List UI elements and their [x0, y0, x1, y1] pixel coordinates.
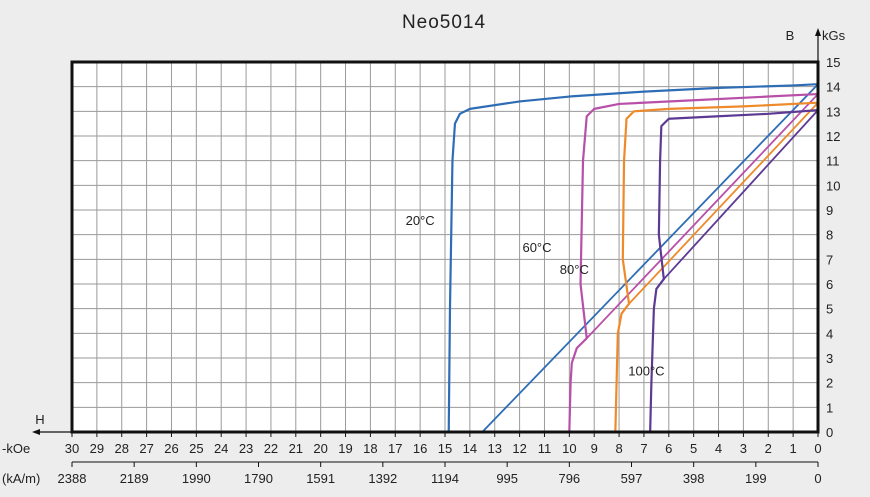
- x-tick-label-kam: 796: [558, 471, 580, 486]
- y-tick-label: 7: [826, 252, 833, 267]
- x-tick-label-koe: 0: [814, 441, 821, 456]
- demag-curve: [568, 92, 819, 433]
- x-tick-label-koe: 10: [562, 441, 576, 456]
- x-tick-label-koe: 23: [239, 441, 253, 456]
- x-tick-label-koe: 2: [765, 441, 772, 456]
- demag-curve: [614, 101, 819, 433]
- y-tick-label: 0: [826, 425, 833, 440]
- x-tick-label-koe: 5: [690, 441, 697, 456]
- y-tick-label: 9: [826, 203, 833, 218]
- x-tick-label-koe: 25: [189, 441, 203, 456]
- x-tick-label-koe: 28: [114, 441, 128, 456]
- y-tick-label: 12: [826, 129, 840, 144]
- x-tick-label-koe: 26: [164, 441, 178, 456]
- x-tick-label-koe: 27: [139, 441, 153, 456]
- x-tick-label-kam: 2388: [58, 471, 87, 486]
- y-axis-arrow: [815, 28, 821, 36]
- curve-label: 100°C: [628, 363, 664, 378]
- x-tick-label-koe: 7: [640, 441, 647, 456]
- x-tick-label-koe: 29: [90, 441, 104, 456]
- tick-labels: 30 29 28 27 26 25 24 23 22 21 20 19 18 17 16 15 14 13 12 11…: [58, 55, 841, 486]
- x-tick-label-kam: 1194: [431, 471, 459, 486]
- chart-title: Neo5014: [402, 12, 486, 33]
- x-tick-label-koe: 9: [591, 441, 598, 456]
- load-line: [586, 93, 819, 339]
- x-tick-label-kam: 1591: [306, 471, 335, 486]
- curve-label: 20°C: [406, 213, 435, 228]
- y-tick-label: 15: [826, 55, 840, 70]
- y-tick-label: 2: [826, 376, 833, 391]
- y-tick-label: 3: [826, 351, 833, 366]
- x-axis-unit-koe: -kOe: [2, 441, 30, 456]
- y-tick-label: 8: [826, 228, 833, 243]
- axes: [32, 28, 821, 467]
- demag-curve: [447, 83, 819, 433]
- x-tick-label-koe: 21: [289, 441, 303, 456]
- x-tick-label-kam: 995: [496, 471, 518, 486]
- curve-labels: 20°C 60°C 80°C 100°C: [406, 213, 665, 378]
- y-tick-label: 1: [826, 400, 833, 415]
- load-line: [628, 102, 819, 305]
- x-axis-label: H: [35, 412, 44, 427]
- x-tick-label-kam: 0: [814, 471, 821, 486]
- x-tick-label-koe: 19: [338, 441, 352, 456]
- x-tick-label-koe: 18: [363, 441, 377, 456]
- load-line: [663, 109, 819, 280]
- curve-label: 80°C: [560, 262, 589, 277]
- x-tick-label-kam: 199: [745, 471, 767, 486]
- x-tick-label-koe: 3: [740, 441, 747, 456]
- x-tick-label-koe: 11: [538, 441, 552, 456]
- x-tick-label-koe: 13: [487, 441, 501, 456]
- x-tick-label-koe: 8: [615, 441, 622, 456]
- y-tick-label: 6: [826, 277, 833, 292]
- x-tick-label-kam: 1790: [244, 471, 273, 486]
- x-tick-label-kam: 398: [683, 471, 705, 486]
- x-tick-label-koe: 20: [313, 441, 327, 456]
- y-tick-label: 4: [826, 326, 833, 341]
- y-axis-label: B: [786, 28, 795, 43]
- y-tick-label: 13: [826, 104, 840, 119]
- x-tick-label-koe: 1: [790, 441, 797, 456]
- x-tick-label-koe: 6: [665, 441, 672, 456]
- y-tick-label: 14: [826, 80, 840, 95]
- x-tick-label-koe: 15: [438, 441, 452, 456]
- x-tick-label-koe: 24: [214, 441, 228, 456]
- x-tick-label-koe: 14: [463, 441, 477, 456]
- x-tick-label-kam: 1392: [368, 471, 397, 486]
- load-line: [481, 83, 819, 433]
- curve-label: 60°C: [522, 240, 551, 255]
- y-axis-unit: kGs: [822, 28, 846, 43]
- x-tick-label-kam: 597: [621, 471, 643, 486]
- x-tick-label-koe: 30: [65, 441, 79, 456]
- y-tick-label: 10: [826, 178, 840, 193]
- y-tick-label: 5: [826, 302, 833, 317]
- demag-curve: [649, 109, 819, 433]
- x-tick-label-koe: 22: [264, 441, 278, 456]
- x-tick-label-koe: 12: [512, 441, 526, 456]
- x-tick-label-koe: 17: [388, 441, 402, 456]
- y-tick-label: 11: [826, 154, 840, 169]
- x-axis-unit-kam: (kA/m): [2, 471, 40, 486]
- x-tick-label-kam: 2189: [120, 471, 149, 486]
- curves: [447, 83, 819, 433]
- x-axis-arrow: [32, 429, 40, 435]
- x-tick-label-koe: 16: [413, 441, 427, 456]
- x-tick-label-koe: 4: [715, 441, 722, 456]
- x-tick-label-kam: 1990: [182, 471, 211, 486]
